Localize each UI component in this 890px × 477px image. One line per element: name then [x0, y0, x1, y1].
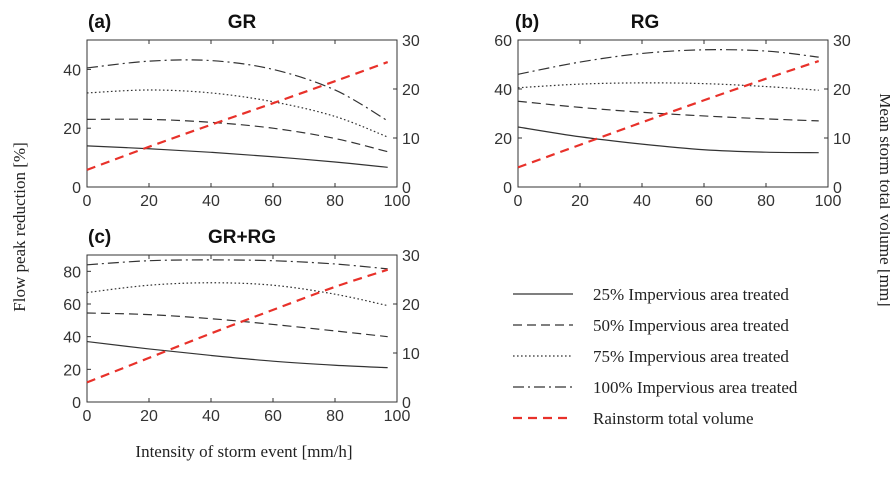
panel-title: RG [631, 12, 660, 33]
x-tick-label: 40 [633, 193, 651, 210]
legend-label: 50% Impervious area treated [593, 316, 789, 335]
y-tick-label: 80 [63, 264, 81, 281]
y2-tick-label: 10 [402, 131, 420, 148]
x-tick-label: 80 [326, 408, 344, 425]
series-line-2 [517, 100, 819, 122]
y-tick-label: 40 [63, 330, 81, 347]
x-tick-label: 20 [140, 193, 158, 210]
series-line-3 [86, 282, 388, 307]
y2-tick-label: 20 [402, 82, 420, 99]
series-line-1 [86, 340, 388, 369]
panel-title: GR+RG [208, 227, 276, 248]
y2-tick-label: 30 [402, 33, 420, 50]
x-tick-label: 20 [140, 408, 158, 425]
x-tick-label: 100 [384, 193, 411, 210]
y-tick-label: 20 [494, 131, 512, 148]
y-axis-label-left: Flow peak reduction [%] [10, 142, 29, 311]
y-tick-label: 60 [63, 297, 81, 314]
y-tick-label: 20 [63, 362, 81, 379]
y2-tick-label: 20 [833, 82, 851, 99]
y-tick-label: 40 [63, 62, 81, 79]
x-tick-label: 100 [384, 408, 411, 425]
y2-tick-label: 30 [402, 248, 420, 265]
x-tick-label: 80 [326, 193, 344, 210]
panel-letter: (b) [515, 12, 539, 33]
plot-frame [86, 39, 398, 188]
plot-frame [86, 254, 398, 403]
y2-tick-label: 10 [833, 131, 851, 148]
series-line-4 [86, 259, 388, 270]
y2-tick-label: 20 [402, 297, 420, 314]
x-tick-label: 60 [695, 193, 713, 210]
series-line-5 [517, 60, 820, 169]
y2-tick-label: 0 [402, 180, 411, 197]
y2-tick-label: 0 [402, 395, 411, 412]
x-tick-label: 0 [83, 408, 92, 425]
y2-tick-label: 10 [402, 346, 420, 363]
x-tick-label: 80 [757, 193, 775, 210]
y2-tick-label: 0 [833, 180, 842, 197]
x-tick-label: 60 [264, 193, 282, 210]
legend-label: 75% Impervious area treated [593, 347, 789, 366]
legend-item: 25% Impervious area treated [513, 285, 789, 304]
panel-letter: (c) [88, 227, 111, 248]
x-tick-label: 40 [202, 193, 220, 210]
y-tick-label: 60 [494, 33, 512, 50]
y-tick-label: 0 [72, 180, 81, 197]
y-tick-label: 0 [503, 180, 512, 197]
plot-frame [517, 39, 829, 188]
x-tick-label: 0 [83, 193, 92, 210]
x-axis-label: Intensity of storm event [mm/h] [135, 442, 352, 461]
series-line-3 [86, 89, 388, 138]
x-tick-label: 20 [571, 193, 589, 210]
series-line-1 [517, 126, 819, 154]
panel-title: GR [228, 12, 257, 33]
series-line-4 [86, 59, 389, 122]
legend-label: 100% Impervious area treated [593, 378, 798, 397]
series-line-1 [86, 145, 388, 168]
x-tick-label: 40 [202, 408, 220, 425]
x-tick-label: 0 [514, 193, 523, 210]
legend-label: 25% Impervious area treated [593, 285, 789, 304]
series-line-2 [86, 118, 388, 153]
series-line-2 [86, 312, 388, 338]
y-tick-label: 20 [63, 121, 81, 138]
series-line-5 [86, 61, 389, 171]
series-line-4 [517, 49, 819, 75]
legend: 25% Impervious area treated 50% Imperviou… [513, 285, 798, 428]
x-tick-label: 100 [815, 193, 842, 210]
series-line-3 [517, 82, 819, 91]
legend-label: Rainstorm total volume [593, 409, 754, 428]
legend-item: Rainstorm total volume [513, 409, 754, 428]
y2-tick-label: 30 [833, 33, 851, 50]
x-tick-label: 60 [264, 408, 282, 425]
legend-item: 50% Impervious area treated [513, 316, 789, 335]
y-tick-label: 0 [72, 395, 81, 412]
legend-item: 75% Impervious area treated [513, 347, 789, 366]
panel-letter: (a) [88, 12, 111, 33]
y-tick-label: 40 [494, 82, 512, 99]
legend-item: 100% Impervious area treated [513, 378, 798, 397]
y-axis-label-right: Mean storm total volume [mm] [876, 93, 890, 306]
